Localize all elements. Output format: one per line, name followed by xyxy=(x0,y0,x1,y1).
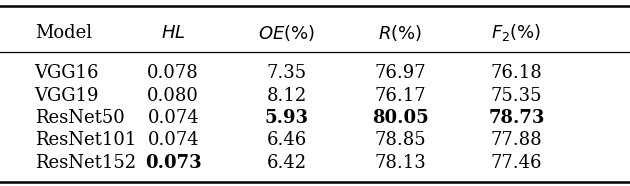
Text: 78.85: 78.85 xyxy=(374,132,426,149)
Text: 0.078: 0.078 xyxy=(147,65,199,82)
Text: 0.073: 0.073 xyxy=(145,154,202,172)
Text: 6.42: 6.42 xyxy=(266,154,307,172)
Text: 76.97: 76.97 xyxy=(374,65,426,82)
Text: $HL$: $HL$ xyxy=(161,24,185,41)
Text: 8.12: 8.12 xyxy=(266,87,307,105)
Text: 5.93: 5.93 xyxy=(265,109,309,127)
Text: VGG16: VGG16 xyxy=(35,65,99,82)
Text: 75.35: 75.35 xyxy=(491,87,542,105)
Text: VGG19: VGG19 xyxy=(35,87,99,105)
Text: 0.080: 0.080 xyxy=(147,87,199,105)
Text: $R(\%)$: $R(\%)$ xyxy=(378,23,422,43)
Text: 76.18: 76.18 xyxy=(491,65,542,82)
Text: 7.35: 7.35 xyxy=(266,65,307,82)
Text: 78.73: 78.73 xyxy=(488,109,545,127)
Text: 6.46: 6.46 xyxy=(266,132,307,149)
Text: 76.17: 76.17 xyxy=(374,87,426,105)
Text: ResNet50: ResNet50 xyxy=(35,109,124,127)
Text: 77.88: 77.88 xyxy=(491,132,542,149)
Text: ResNet101: ResNet101 xyxy=(35,132,136,149)
Text: 80.05: 80.05 xyxy=(372,109,428,127)
Text: 78.13: 78.13 xyxy=(374,154,426,172)
Text: 0.074: 0.074 xyxy=(147,132,199,149)
Text: $F_2(\%)$: $F_2(\%)$ xyxy=(491,22,542,43)
Text: 77.46: 77.46 xyxy=(491,154,542,172)
Text: 0.074: 0.074 xyxy=(147,109,199,127)
Text: ResNet152: ResNet152 xyxy=(35,154,136,172)
Text: $OE(\%)$: $OE(\%)$ xyxy=(258,23,315,43)
Text: Model: Model xyxy=(35,24,92,41)
